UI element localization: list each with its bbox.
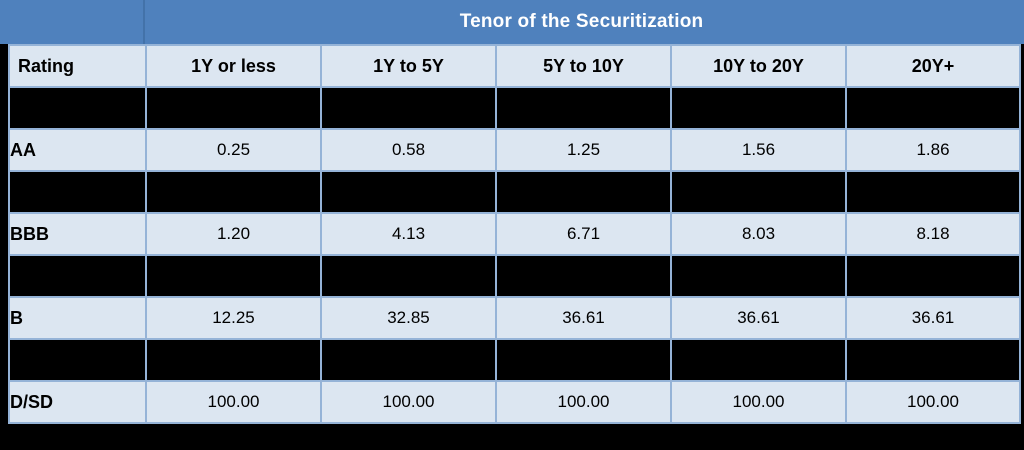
redacted-cell xyxy=(845,254,1021,298)
redacted-row xyxy=(8,338,1021,382)
rating-label: BBB xyxy=(8,212,147,256)
default-rate-value: 36.61 xyxy=(495,296,672,340)
redacted-row xyxy=(8,86,1021,130)
default-rate-value: 36.61 xyxy=(670,296,847,340)
redacted-cell xyxy=(495,254,672,298)
default-rate-value: 36.61 xyxy=(845,296,1021,340)
default-rate-value: 4.13 xyxy=(320,212,497,256)
table-row: AA 0.25 0.58 1.25 1.56 1.86 xyxy=(8,128,1021,172)
default-rate-value: 100.00 xyxy=(320,380,497,424)
column-header-tenor: 1Y to 5Y xyxy=(320,44,497,88)
rating-label: AA xyxy=(8,128,147,172)
column-header-tenor: 10Y to 20Y xyxy=(670,44,847,88)
default-rate-value: 100.00 xyxy=(145,380,322,424)
redacted-cell xyxy=(145,338,322,382)
title-column-divider xyxy=(143,0,145,44)
redacted-cell xyxy=(670,254,847,298)
redacted-cell xyxy=(320,338,497,382)
default-rate-value: 1.86 xyxy=(845,128,1021,172)
default-rate-value: 8.03 xyxy=(670,212,847,256)
redacted-cell xyxy=(8,338,147,382)
rating-label: D/SD xyxy=(8,380,147,424)
redacted-cell xyxy=(8,254,147,298)
default-rate-value: 6.71 xyxy=(495,212,672,256)
column-header-row: Rating 1Y or less 1Y to 5Y 5Y to 10Y 10Y to … xyxy=(8,44,1021,88)
redacted-cell xyxy=(670,338,847,382)
default-rate-value: 0.58 xyxy=(320,128,497,172)
column-header-rating: Rating xyxy=(8,44,147,88)
table-row: B 12.25 32.85 36.61 36.61 36.61 xyxy=(8,296,1021,340)
redacted-cell xyxy=(320,86,497,130)
redacted-cell xyxy=(320,170,497,214)
redacted-cell xyxy=(145,170,322,214)
redacted-cell xyxy=(845,170,1021,214)
default-rate-value: 8.18 xyxy=(845,212,1021,256)
ratings-tenor-table: Rating 1Y or less 1Y to 5Y 5Y to 10Y 10Y to … xyxy=(8,44,1021,424)
redacted-cell xyxy=(320,254,497,298)
table-title-band: Tenor of the Securitization xyxy=(0,0,1024,44)
redacted-cell xyxy=(8,86,147,130)
redacted-cell xyxy=(670,170,847,214)
redacted-cell xyxy=(145,254,322,298)
default-rate-value: 32.85 xyxy=(320,296,497,340)
table-title: Tenor of the Securitization xyxy=(459,11,704,32)
default-rate-value: 12.25 xyxy=(145,296,322,340)
redacted-cell xyxy=(670,86,847,130)
redacted-cell xyxy=(145,86,322,130)
rating-label: B xyxy=(8,296,147,340)
default-rate-value: 100.00 xyxy=(845,380,1021,424)
redacted-row xyxy=(8,170,1021,214)
default-rate-value: 1.25 xyxy=(495,128,672,172)
column-header-tenor: 5Y to 10Y xyxy=(495,44,672,88)
redacted-cell xyxy=(845,86,1021,130)
table-row: D/SD 100.00 100.00 100.00 100.00 100.00 xyxy=(8,380,1021,424)
default-rate-value: 1.20 xyxy=(145,212,322,256)
default-rate-value: 0.25 xyxy=(145,128,322,172)
column-header-tenor: 20Y+ xyxy=(845,44,1021,88)
redacted-cell xyxy=(495,170,672,214)
redacted-cell xyxy=(845,338,1021,382)
redacted-cell xyxy=(8,170,147,214)
redacted-cell xyxy=(495,86,672,130)
column-header-tenor: 1Y or less xyxy=(145,44,322,88)
redacted-cell xyxy=(495,338,672,382)
redacted-row xyxy=(8,254,1021,298)
table-row: BBB 1.20 4.13 6.71 8.03 8.18 xyxy=(8,212,1021,256)
default-rate-value: 100.00 xyxy=(495,380,672,424)
default-rate-value: 1.56 xyxy=(670,128,847,172)
default-rate-value: 100.00 xyxy=(670,380,847,424)
